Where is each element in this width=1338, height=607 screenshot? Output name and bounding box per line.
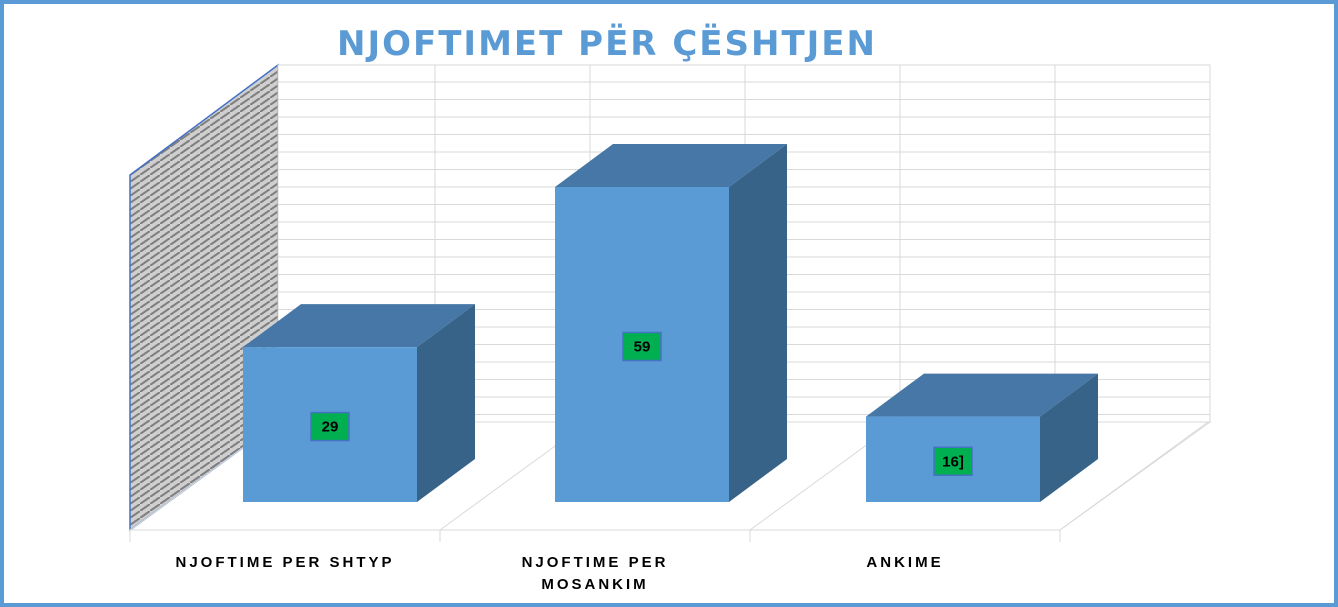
bar-top <box>866 373 1098 417</box>
value-label-box <box>310 411 350 442</box>
bar-side <box>417 304 475 502</box>
value-label-box <box>933 446 973 477</box>
value-label: 59 <box>634 338 651 355</box>
floor-divider <box>1059 421 1209 531</box>
x-tick-label: NJOFTIME PER SHTYP <box>175 554 395 571</box>
bar-side <box>1040 373 1098 502</box>
bar-top <box>555 143 787 187</box>
value-label: 16] <box>942 453 964 470</box>
x-tick-label: NJOFTIME PER MOSANKIM <box>521 554 669 593</box>
value-label-box <box>622 331 662 362</box>
bar-top <box>243 304 475 348</box>
chart-title: NJOFTIMET PËR ÇËSHTJEN <box>337 23 877 64</box>
bar-side <box>729 143 787 502</box>
x-tick-label: ANKIME <box>866 554 944 571</box>
value-label: 29 <box>322 419 339 436</box>
